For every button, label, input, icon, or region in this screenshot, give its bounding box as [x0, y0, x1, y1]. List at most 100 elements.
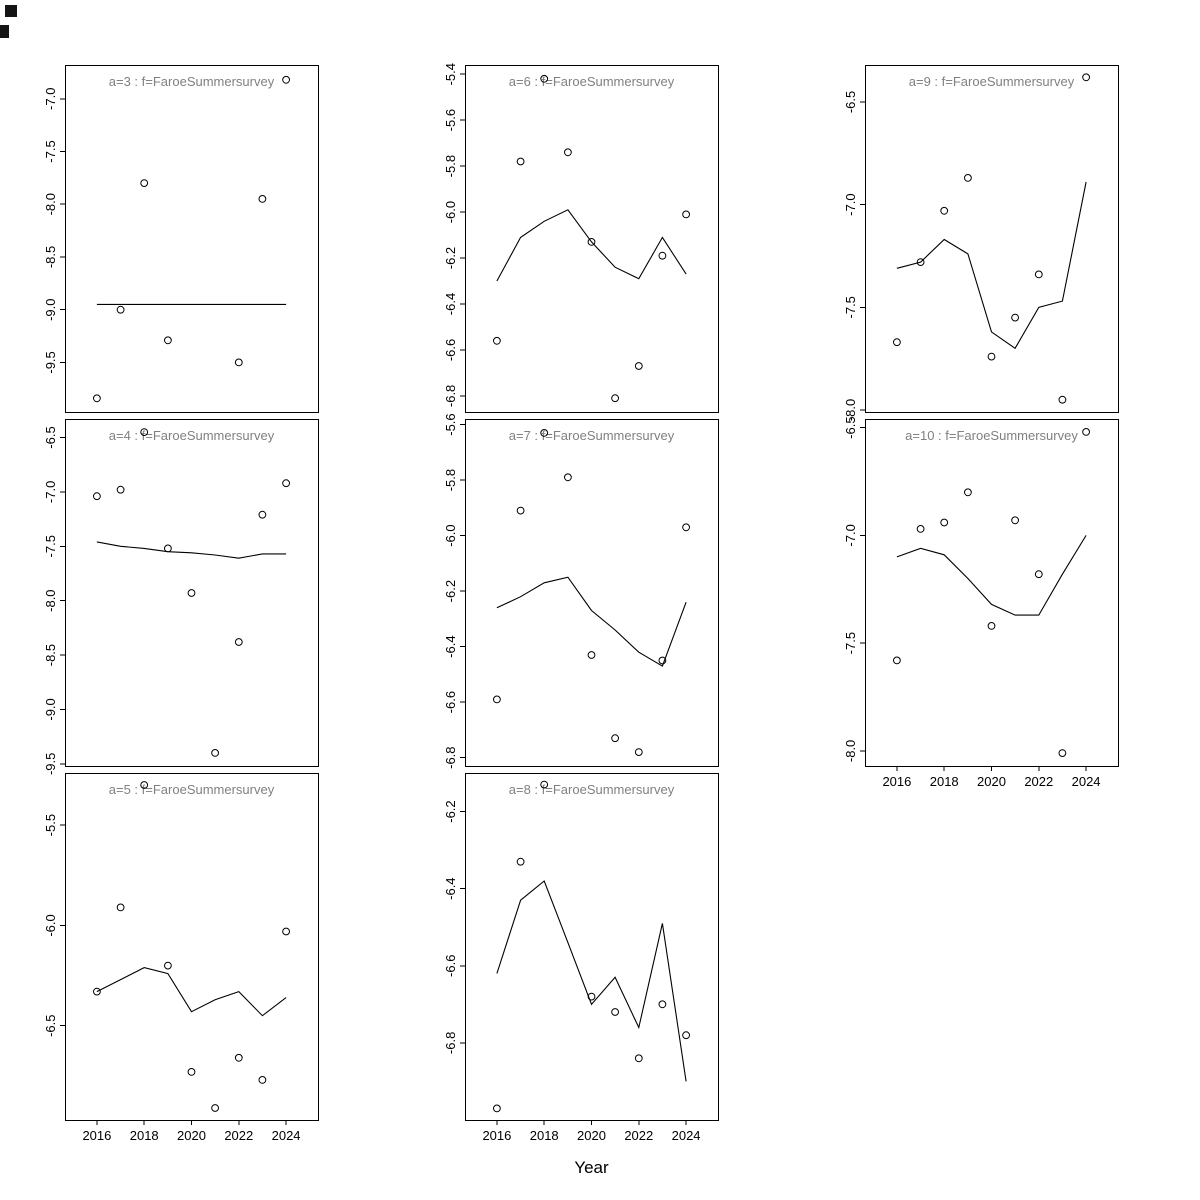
data-point — [234, 1053, 243, 1062]
x-tick-label: 2022 — [624, 1128, 653, 1143]
data-point — [893, 656, 901, 665]
data-point — [564, 148, 572, 157]
y-tick-label: -5.6 — [443, 109, 458, 131]
y-tick-label: -6.0 — [443, 524, 458, 546]
data-point — [611, 394, 619, 403]
data-point — [1058, 395, 1067, 404]
data-point — [1034, 570, 1043, 579]
data-point — [587, 992, 596, 1001]
corner-artifact-1 — [5, 5, 17, 17]
data-point — [234, 358, 243, 367]
data-point — [540, 780, 549, 789]
data-point — [916, 525, 925, 533]
data-point — [211, 749, 220, 757]
panel-title: a=4 : f=FaroeSummersurvey — [109, 428, 275, 443]
x-tick-label: 2022 — [1024, 774, 1053, 789]
panel-border — [465, 773, 719, 1121]
y-tick-label: -8.5 — [43, 644, 58, 666]
data-point — [140, 179, 149, 188]
y-tick-label: -9.0 — [43, 298, 58, 320]
data-point — [564, 473, 572, 482]
panel-title: a=7 : f=FaroeSummersurvey — [509, 428, 675, 443]
y-tick-label: -6.6 — [443, 691, 458, 713]
data-point — [987, 352, 996, 361]
data-point — [187, 589, 196, 597]
x-tick-label: 2024 — [672, 1128, 701, 1143]
data-point — [964, 488, 972, 497]
data-point — [916, 258, 925, 267]
data-point — [987, 622, 996, 630]
data-point — [93, 492, 101, 501]
x-tick-label: 2024 — [1072, 774, 1101, 789]
y-tick-label: -9.5 — [43, 351, 58, 373]
data-point — [1011, 313, 1019, 322]
y-tick-label: -8.0 — [43, 193, 58, 215]
data-point — [587, 651, 596, 659]
data-point — [1058, 749, 1067, 757]
panel-border — [65, 419, 319, 767]
y-tick-label: -6.2 — [443, 580, 458, 602]
data-point — [1034, 270, 1043, 279]
data-point — [634, 1054, 643, 1063]
x-tick-label: 2020 — [177, 1128, 206, 1143]
y-tick-label: -7.0 — [43, 481, 58, 503]
data-point — [1011, 516, 1019, 525]
fit-line — [96, 541, 287, 559]
x-tick-label: 2018 — [930, 774, 959, 789]
fit-line — [496, 880, 687, 1082]
data-point — [940, 518, 949, 527]
panel-a10: a=10 : f=FaroeSummersurvey -6.5 -7.0 -7.5 -8… — [843, 416, 1119, 789]
y-tick-label: -5.4 — [443, 63, 458, 85]
data-point — [164, 336, 172, 345]
y-tick-label: -7.0 — [43, 88, 58, 110]
data-point — [211, 1104, 220, 1112]
panel-title: a=8 : f=FaroeSummersurvey — [509, 782, 675, 797]
data-point — [682, 1031, 690, 1040]
panel-a8: a=8 : f=FaroeSummersurvey -6.2 -6.4 -6.6 -6.… — [443, 773, 719, 1143]
data-point — [282, 479, 291, 488]
panel-title: a=6 : f=FaroeSummersurvey — [509, 74, 675, 89]
fit-line — [896, 535, 1087, 616]
data-point — [682, 210, 690, 219]
y-tick-label: -7.5 — [43, 140, 58, 162]
x-tick-label: 2020 — [577, 1128, 606, 1143]
panel-border — [65, 65, 319, 413]
data-point — [516, 857, 525, 866]
y-tick-label: -5.6 — [443, 413, 458, 435]
data-point — [116, 305, 125, 314]
x-tick-label: 2022 — [224, 1128, 253, 1143]
y-tick-label: -8.5 — [43, 246, 58, 268]
x-tick-label: 2016 — [482, 1128, 511, 1143]
panel-a3: a=3 : f=FaroeSummersurvey -7.0 -7.5 -8.0 -8.… — [43, 65, 319, 413]
fit-line — [496, 209, 687, 282]
y-tick-label: -7.5 — [43, 535, 58, 557]
data-point — [611, 734, 619, 743]
x-axis-title: Year — [574, 1158, 609, 1177]
data-point — [1082, 428, 1090, 436]
y-tick-label: -5.8 — [443, 469, 458, 491]
y-tick-label: -6.0 — [443, 201, 458, 223]
data-point — [116, 903, 125, 912]
data-point — [540, 74, 549, 83]
x-tick-label: 2016 — [882, 774, 911, 789]
data-point — [634, 748, 643, 756]
data-point — [964, 174, 972, 182]
panel-a4: a=4 : f=FaroeSummersurvey -6.5 -7.0 -7.5 -8.… — [43, 419, 319, 775]
data-point — [611, 1008, 619, 1016]
x-tick-label: 2018 — [530, 1128, 559, 1143]
y-tick-label: -6.4 — [443, 877, 458, 899]
y-tick-label: -6.8 — [443, 385, 458, 407]
panel-border — [865, 419, 1119, 767]
data-point — [258, 195, 267, 203]
y-tick-label: -6.5 — [43, 1015, 58, 1037]
y-tick-label: -6.2 — [443, 247, 458, 269]
data-point — [540, 429, 549, 437]
data-point — [940, 206, 949, 215]
data-point — [587, 238, 596, 246]
data-point — [893, 338, 901, 347]
data-point — [116, 485, 125, 494]
y-tick-label: -6.4 — [443, 293, 458, 315]
y-tick-label: -5.8 — [443, 155, 458, 177]
data-point — [140, 781, 149, 789]
